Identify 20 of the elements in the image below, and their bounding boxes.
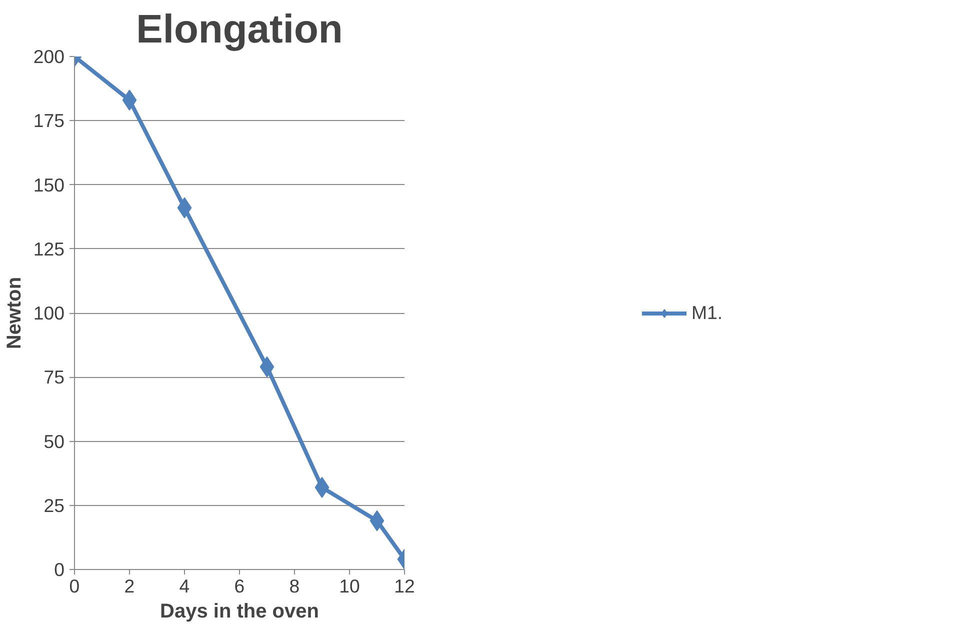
y-axis-title: Newton <box>3 276 26 350</box>
y-tick-label: 150 <box>33 174 65 196</box>
x-tick-label: 0 <box>69 576 80 596</box>
chart-title: Elongation <box>136 8 343 52</box>
y-tick-label: 25 <box>44 494 65 516</box>
x-tick-label: 10 <box>339 576 360 596</box>
x-tick-label: 8 <box>289 576 300 596</box>
y-tick-label: 175 <box>33 110 65 132</box>
y-tick-label: 125 <box>33 238 65 260</box>
x-tick-label: 6 <box>234 576 245 596</box>
y-tick-label: 200 <box>33 46 65 67</box>
x-axis-title: Days in the oven <box>160 600 319 622</box>
x-tick-label: 12 <box>394 576 415 596</box>
y-tick-label: 100 <box>33 302 65 324</box>
legend-label: M1. <box>691 302 723 324</box>
y-tick-label: 50 <box>44 430 65 452</box>
y-tick-label: 75 <box>44 366 65 388</box>
y-tick-label: 0 <box>54 559 65 580</box>
x-tick-label: 4 <box>179 576 190 596</box>
x-tick-label: 2 <box>124 576 135 596</box>
